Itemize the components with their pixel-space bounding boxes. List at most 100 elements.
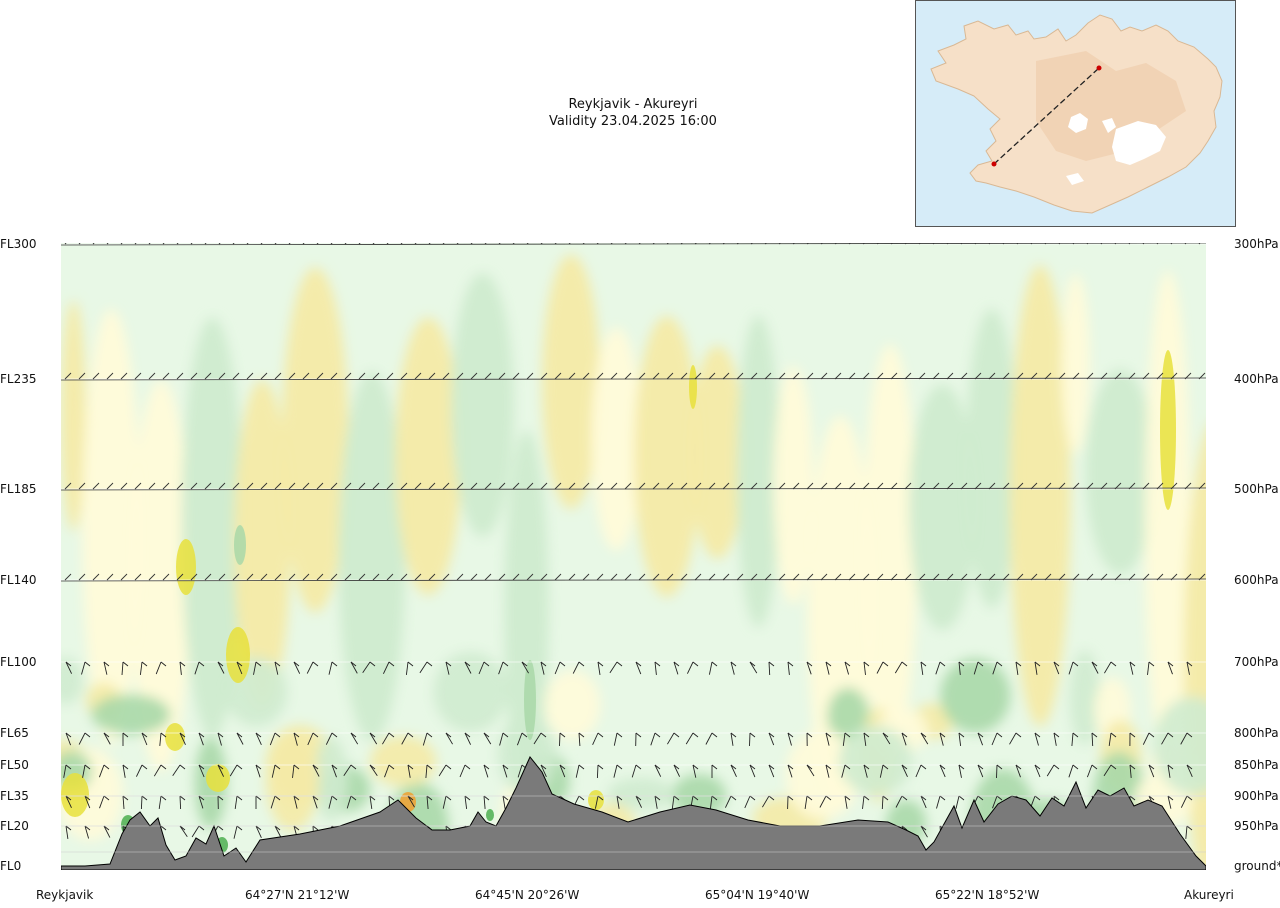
wind-barb bbox=[271, 764, 276, 778]
wind-barb bbox=[842, 732, 846, 746]
wind-barb bbox=[386, 372, 394, 380]
wind-barb bbox=[894, 661, 903, 674]
wind-barb bbox=[1186, 764, 1193, 777]
inset-map bbox=[915, 0, 1236, 227]
wind-barb bbox=[103, 732, 111, 745]
wind-barb bbox=[388, 764, 395, 770]
wind-barb bbox=[302, 372, 310, 380]
wind-barb bbox=[616, 764, 623, 770]
wind-barb bbox=[274, 764, 281, 770]
flight-level-label: FL35 bbox=[0, 789, 29, 803]
wind-barb bbox=[155, 661, 162, 675]
wind-barb bbox=[521, 661, 529, 674]
wind-barb bbox=[1072, 372, 1080, 380]
wind-barb bbox=[502, 795, 509, 801]
wind-barb bbox=[920, 825, 928, 838]
turbulence-core bbox=[689, 365, 697, 409]
wind-barb bbox=[405, 661, 409, 675]
wind-barb bbox=[316, 573, 324, 581]
wind-barb bbox=[1053, 764, 1060, 770]
wind-barb bbox=[1034, 661, 1038, 675]
wind-barb bbox=[958, 764, 962, 778]
turbulence-band bbox=[281, 267, 349, 613]
wind-barb bbox=[879, 764, 884, 778]
wind-barb bbox=[179, 825, 188, 838]
wind-barb bbox=[792, 372, 800, 380]
wind-barb bbox=[730, 732, 734, 746]
wind-barb bbox=[236, 661, 243, 675]
wind-barb bbox=[64, 482, 72, 490]
wind-barb bbox=[442, 372, 450, 380]
wind-barb bbox=[414, 482, 422, 490]
wind-barb bbox=[554, 661, 561, 675]
wind-barb bbox=[470, 573, 478, 581]
wind-barb bbox=[722, 482, 730, 490]
wind-barb bbox=[172, 764, 181, 776]
turbulence-band bbox=[1144, 270, 1191, 771]
turbulence-band bbox=[370, 736, 437, 787]
turbulence-band bbox=[966, 309, 1018, 608]
wind-barb bbox=[722, 372, 730, 380]
wind-barb bbox=[806, 661, 813, 667]
wind-barb bbox=[863, 764, 868, 778]
wind-barb bbox=[904, 372, 912, 380]
wind-barb bbox=[84, 732, 91, 738]
wind-barb bbox=[407, 764, 411, 778]
wind-barb bbox=[848, 573, 856, 581]
wind-barb bbox=[882, 764, 889, 770]
wind-barb bbox=[255, 732, 262, 745]
wind-barb bbox=[711, 764, 718, 770]
wind-barb bbox=[1184, 573, 1192, 581]
wind-barb bbox=[218, 573, 226, 581]
wind-barb bbox=[388, 795, 395, 801]
wind-barb bbox=[358, 482, 366, 490]
wind-barb bbox=[764, 482, 772, 490]
wind-barb bbox=[1185, 825, 1188, 839]
wind-barb bbox=[996, 764, 998, 779]
wind-barb bbox=[369, 795, 376, 801]
wind-barb bbox=[958, 661, 961, 675]
wind-barb bbox=[325, 732, 333, 745]
wind-barb bbox=[65, 732, 72, 746]
wind-barb bbox=[834, 573, 842, 581]
wind-barb bbox=[1142, 573, 1150, 581]
wind-barb bbox=[806, 482, 814, 490]
wind-barb-row bbox=[61, 243, 1206, 246]
wind-barb bbox=[694, 482, 702, 490]
turbulence-core bbox=[1160, 350, 1176, 510]
wind-barb bbox=[578, 661, 585, 667]
wind-barb bbox=[122, 764, 126, 778]
wind-barb bbox=[293, 795, 298, 809]
wind-barb bbox=[64, 573, 72, 581]
wind-barb bbox=[65, 661, 73, 674]
wind-barb bbox=[369, 795, 373, 809]
wind-barb bbox=[736, 372, 744, 380]
wind-barb bbox=[749, 764, 756, 770]
wind-barb bbox=[1015, 661, 1022, 667]
wind-barb bbox=[312, 795, 318, 809]
wind-barb bbox=[572, 661, 580, 674]
wind-barb bbox=[1114, 573, 1122, 581]
wind-barb bbox=[578, 764, 585, 770]
wind-barb bbox=[369, 764, 378, 777]
wind-barb bbox=[269, 732, 276, 746]
akureyri-marker bbox=[1096, 65, 1102, 71]
wind-barb bbox=[1180, 732, 1188, 745]
wind-barb bbox=[92, 482, 100, 490]
wind-barb bbox=[1180, 795, 1188, 808]
wind-barb bbox=[730, 661, 735, 675]
wind-barb bbox=[863, 764, 870, 770]
wind-barb bbox=[445, 825, 452, 831]
wind-barb bbox=[316, 372, 324, 380]
vatnajokull-glacier bbox=[1112, 121, 1166, 165]
wind-barb bbox=[1148, 764, 1155, 770]
wind-barb bbox=[1156, 573, 1164, 581]
wind-barb bbox=[1044, 372, 1052, 380]
langjokull-glacier bbox=[1068, 113, 1088, 133]
wind-barb bbox=[288, 372, 296, 380]
turbulence-band bbox=[591, 327, 642, 551]
wind-barb bbox=[442, 573, 450, 581]
wind-barb bbox=[768, 764, 775, 770]
wind-barb bbox=[1086, 573, 1094, 581]
turbulence-band bbox=[1153, 696, 1206, 795]
